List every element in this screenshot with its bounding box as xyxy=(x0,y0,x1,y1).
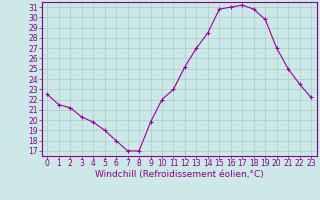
X-axis label: Windchill (Refroidissement éolien,°C): Windchill (Refroidissement éolien,°C) xyxy=(95,170,264,179)
